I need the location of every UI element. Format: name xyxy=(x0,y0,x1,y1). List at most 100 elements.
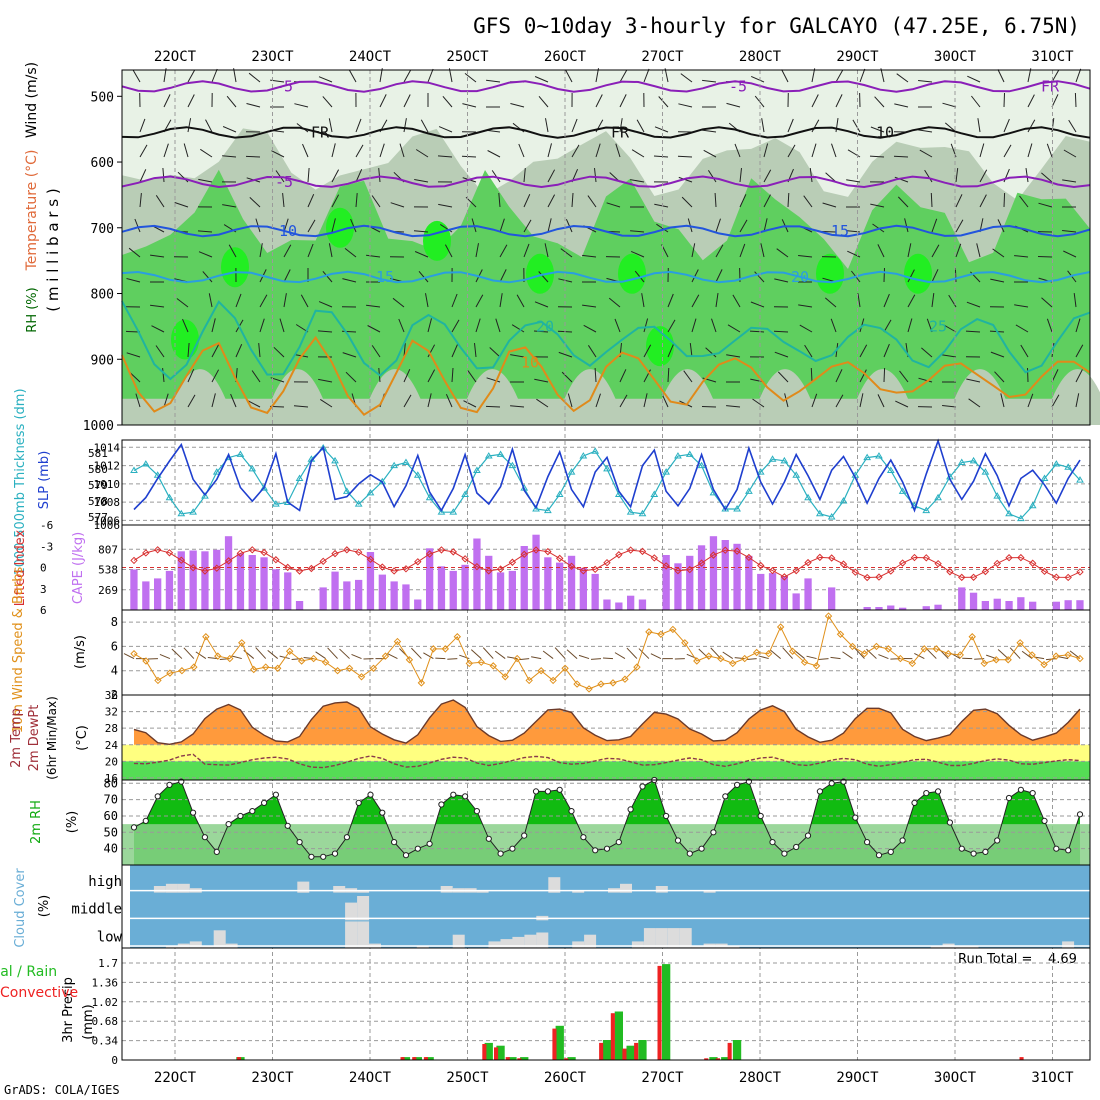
wind10-barb xyxy=(494,650,506,659)
wind-barb xyxy=(821,231,837,233)
wind-barb xyxy=(427,344,436,358)
wind-barb xyxy=(1068,119,1077,133)
wind10-point xyxy=(1064,651,1072,659)
wind-barb xyxy=(427,393,432,408)
slp-tick: 1010 xyxy=(94,478,121,491)
wind10-barb xyxy=(327,647,338,659)
wind10-barb xyxy=(519,658,530,661)
wind-barb xyxy=(495,318,501,333)
wind10-point xyxy=(872,642,881,651)
thickness-point xyxy=(1064,463,1073,470)
wind-barb xyxy=(451,343,459,358)
rh2m-point xyxy=(663,812,670,820)
wind10-point xyxy=(381,652,390,660)
wind-barb xyxy=(614,318,621,333)
lifted-index-point xyxy=(816,553,824,562)
precip-convective-bar xyxy=(494,1047,499,1060)
wind-barb xyxy=(830,318,837,333)
lifted-index-point xyxy=(248,546,256,554)
wind-barb xyxy=(705,347,717,358)
cape-tick: 807 xyxy=(98,543,118,556)
wind-barb xyxy=(211,369,220,383)
wind-barb xyxy=(895,400,909,408)
wind-barb xyxy=(245,155,261,158)
wind-barb xyxy=(516,294,525,308)
wind-barb xyxy=(1063,250,1077,258)
wind-barb xyxy=(534,301,549,308)
wind-barb xyxy=(427,369,436,383)
wind10-point xyxy=(549,676,557,685)
wind-barb xyxy=(955,168,959,183)
lifted-index-point xyxy=(496,565,505,573)
wind-barb xyxy=(523,193,531,208)
wind10-barb xyxy=(183,647,195,659)
wind-barb xyxy=(636,119,645,133)
rh2m-point xyxy=(355,799,362,807)
wind-barb xyxy=(683,370,693,383)
wind10-point xyxy=(1040,660,1048,669)
wind10-point xyxy=(429,645,438,653)
rh2m-point xyxy=(603,845,611,852)
wind-barb xyxy=(926,318,933,333)
cape-bar xyxy=(958,587,966,610)
wind10-point xyxy=(788,647,797,655)
wind-barb xyxy=(342,352,357,358)
wind-barb xyxy=(619,369,627,383)
cape-bar xyxy=(142,581,150,610)
thickness-label: 1000-500mb Thickness (dm) xyxy=(13,388,28,575)
cloud-low-bar xyxy=(930,945,943,948)
wind10-point xyxy=(812,662,821,670)
wind-barb xyxy=(328,118,333,133)
wind-barb xyxy=(667,367,670,383)
wind-barb xyxy=(198,251,213,258)
rh2m-point xyxy=(781,850,788,857)
cloud-low-bar xyxy=(631,941,644,948)
wind-barb xyxy=(835,69,844,83)
lifted-index-point xyxy=(213,564,221,572)
lifted-index-point xyxy=(260,548,268,557)
wind10-barb xyxy=(542,650,554,659)
wind10-barb xyxy=(842,651,853,659)
cloud-background xyxy=(130,865,1090,948)
precip-tick: 1.02 xyxy=(92,996,119,1009)
slp-label: SLP (mb) xyxy=(37,451,52,510)
wind-barb xyxy=(300,294,309,308)
lifted-tick: -3 xyxy=(40,540,53,553)
wind-barb xyxy=(907,243,912,258)
cloud-low-bar xyxy=(691,945,704,948)
wind-barb xyxy=(799,324,813,333)
thickness-point xyxy=(922,506,931,514)
wind-barb xyxy=(211,393,216,408)
wind10-barb xyxy=(758,655,769,660)
bottom-date-label: 31OCT xyxy=(1031,1070,1074,1086)
wind10-point xyxy=(250,665,258,674)
wind-barb xyxy=(451,293,458,308)
wind-barb xyxy=(451,319,460,333)
cloud-low-bar xyxy=(165,945,178,948)
cape-bar xyxy=(426,548,434,610)
thickness-point xyxy=(236,450,245,457)
wind10-point xyxy=(800,658,809,666)
wind-barb xyxy=(485,405,501,408)
wind-barb xyxy=(135,393,141,408)
precip-total-bar xyxy=(614,1011,623,1060)
contour-label: 25 xyxy=(929,317,947,335)
wind10-barb xyxy=(470,649,482,659)
wind10-barb xyxy=(411,647,422,659)
wind10-barb xyxy=(1009,647,1021,659)
wind-barb xyxy=(139,144,148,158)
wind10-point xyxy=(333,667,342,675)
cape-bar xyxy=(863,607,871,610)
upper-ytick-label: 800 xyxy=(91,288,114,303)
rh-surface-pocket xyxy=(1042,369,1100,425)
cape-bar xyxy=(213,549,221,610)
wind-barb xyxy=(322,270,333,283)
cape-bar xyxy=(603,599,611,610)
wind-barb xyxy=(608,297,621,308)
wind-barb xyxy=(134,218,141,233)
cape-bar xyxy=(1017,597,1025,610)
lifted-index-point xyxy=(993,559,1001,568)
wind-barb xyxy=(681,196,693,208)
rh2m-point xyxy=(438,801,445,808)
lifted-index-point xyxy=(1005,554,1013,562)
